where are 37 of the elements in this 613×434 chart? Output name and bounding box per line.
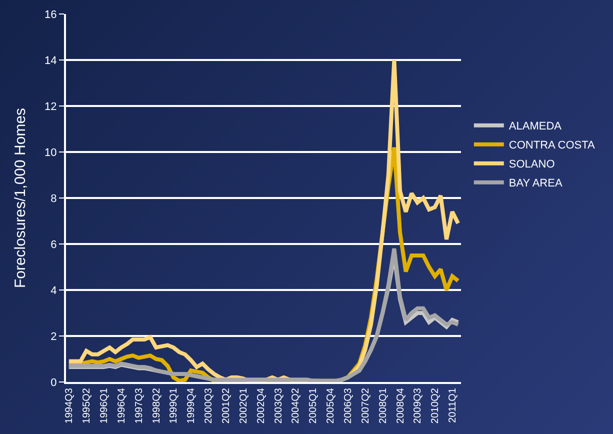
legend-label: SOLANO bbox=[508, 158, 556, 171]
x-tick-label: 1999Q1 bbox=[168, 388, 180, 424]
x-tick-label: 1997Q3 bbox=[134, 388, 145, 424]
x-tick-label: 2002Q1 bbox=[238, 388, 250, 424]
y-tick-label: 12 bbox=[44, 100, 57, 113]
x-tick-label: 1996Q1 bbox=[99, 388, 110, 424]
y-tick-label: 0 bbox=[50, 376, 57, 389]
x-tick-label: 2010Q2 bbox=[430, 388, 442, 424]
y-axis-title: Foreclosures/1,000 Homes bbox=[12, 108, 29, 288]
x-tick-label: 1999Q4 bbox=[186, 388, 198, 424]
x-tick-label: 2002Q4 bbox=[256, 388, 267, 424]
y-tick-label: 4 bbox=[50, 284, 57, 297]
x-tick-label: 2005Q4 bbox=[326, 388, 337, 424]
x-tick-label: 2004Q2 bbox=[290, 388, 302, 424]
legend-label: CONTRA COSTA bbox=[508, 140, 596, 152]
x-tick-label: 2007Q2 bbox=[360, 388, 372, 424]
x-tick-label: 2000Q3 bbox=[204, 388, 215, 424]
x-tick-label: 2008Q1 bbox=[378, 388, 389, 424]
x-tick-label: 2001Q2 bbox=[220, 388, 232, 424]
x-tick-label: 2009Q3 bbox=[412, 388, 424, 424]
legend-label: ALAMEDA bbox=[508, 120, 562, 133]
x-tick-label: 2008Q4 bbox=[395, 388, 406, 424]
x-tick-label: 2003Q3 bbox=[273, 388, 284, 424]
legend-label: BAY AREA bbox=[508, 178, 563, 190]
x-tick-label: 2011Q1 bbox=[448, 388, 459, 423]
y-tick-label: 14 bbox=[44, 54, 57, 67]
x-tick-label: 2005Q1 bbox=[308, 388, 320, 424]
y-tick-label: 2 bbox=[50, 330, 57, 343]
x-tick-label: 2006Q3 bbox=[342, 388, 354, 424]
y-tick-label: 16 bbox=[44, 8, 57, 21]
x-tick-label: 1995Q2 bbox=[82, 388, 93, 424]
y-tick-label: 6 bbox=[50, 238, 57, 251]
y-tick-label: 10 bbox=[44, 146, 57, 159]
x-tick-label: 1994Q3 bbox=[64, 388, 76, 424]
y-tick-label: 8 bbox=[50, 192, 57, 205]
x-tick-label: 1996Q4 bbox=[116, 388, 128, 424]
x-tick-label: 1998Q2 bbox=[151, 388, 162, 424]
